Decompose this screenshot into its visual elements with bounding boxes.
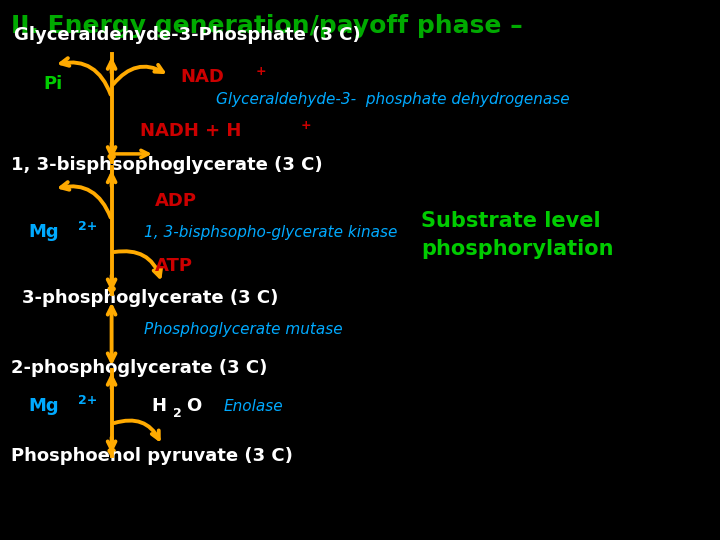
Text: NAD: NAD — [180, 68, 224, 86]
Text: Pi: Pi — [43, 75, 63, 93]
Text: Enolase: Enolase — [223, 399, 283, 414]
Text: 3-phosphoglycerate (3 C): 3-phosphoglycerate (3 C) — [22, 289, 278, 307]
Text: O: O — [186, 397, 201, 415]
Text: 1, 3-bisphsopho-glycerate kinase: 1, 3-bisphsopho-glycerate kinase — [144, 225, 397, 240]
Text: ADP: ADP — [155, 192, 197, 210]
Text: II. Energy generation/payoff phase –: II. Energy generation/payoff phase – — [11, 14, 523, 37]
Text: Mg: Mg — [29, 223, 60, 241]
Text: H: H — [151, 397, 166, 415]
Text: Mg: Mg — [29, 397, 60, 415]
Text: NADH + H: NADH + H — [140, 122, 242, 140]
Text: 2+: 2+ — [78, 220, 97, 233]
Text: Phosphoenol pyruvate (3 C): Phosphoenol pyruvate (3 C) — [11, 447, 292, 465]
Text: 1, 3-bisphsophoglycerate (3 C): 1, 3-bisphsophoglycerate (3 C) — [11, 156, 323, 174]
Text: phosphorylation: phosphorylation — [421, 239, 613, 260]
Text: +: + — [301, 119, 312, 132]
Text: ATP: ATP — [155, 256, 193, 275]
Text: 2-phosphoglycerate (3 C): 2-phosphoglycerate (3 C) — [11, 359, 267, 377]
Text: Substrate level: Substrate level — [421, 211, 600, 232]
Text: Phosphoglycerate mutase: Phosphoglycerate mutase — [144, 322, 343, 337]
Text: +: + — [256, 65, 266, 78]
Text: 2: 2 — [173, 407, 181, 420]
Text: Glyceraldehyde-3-  phosphate dehydrogenase: Glyceraldehyde-3- phosphate dehydrogenas… — [216, 92, 570, 107]
Text: 2+: 2+ — [78, 394, 97, 407]
Text: Glyceraldehyde-3-Phosphate (3 C): Glyceraldehyde-3-Phosphate (3 C) — [14, 26, 361, 44]
